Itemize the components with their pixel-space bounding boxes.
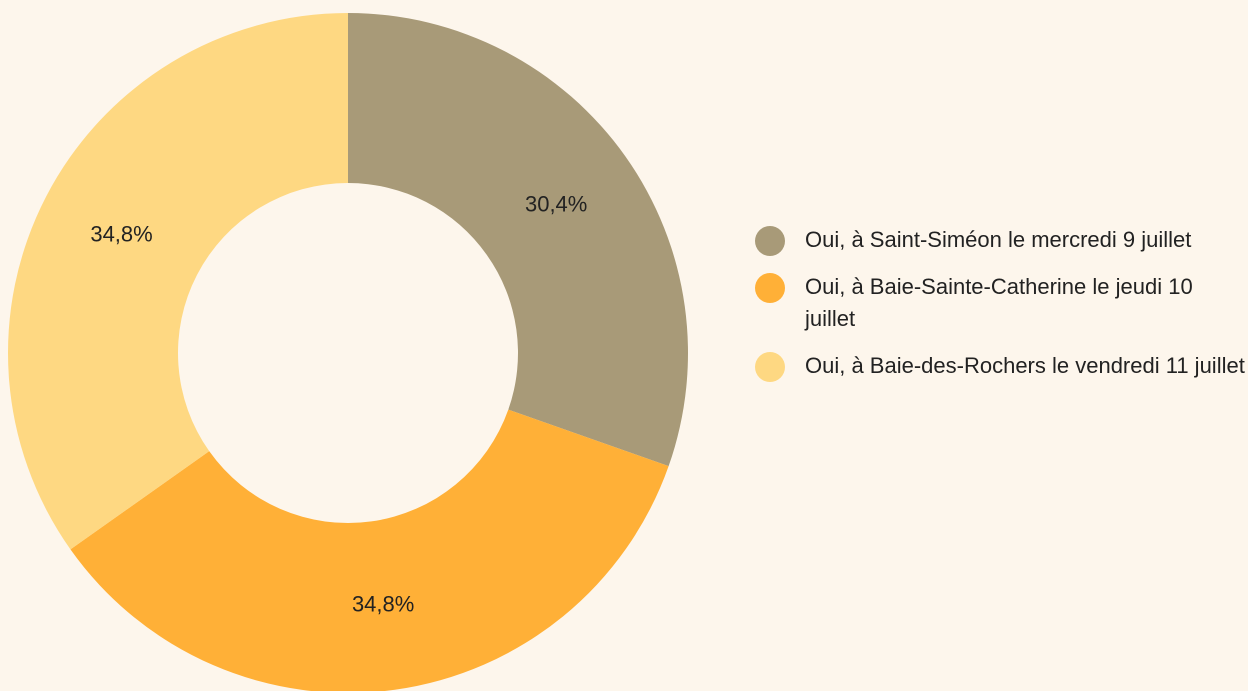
legend-item: Oui, à Saint-Siméon le mercredi 9 juille… [755, 224, 1245, 256]
legend-label: Oui, à Saint-Siméon le mercredi 9 juille… [805, 227, 1192, 252]
legend-label: Oui, à Baie-des-Rochers le vendredi 11 j… [805, 353, 1245, 378]
legend-marker [755, 273, 785, 303]
donut-slice [8, 13, 349, 550]
donut-slice [348, 13, 688, 467]
chart: 30,4% 34,8% 34,8% [8, 13, 688, 691]
data-label: 34,8% [352, 591, 414, 616]
legend-item: Oui, à Baie-des-Rochers le vendredi 11 j… [755, 350, 1245, 382]
donut-slice [70, 409, 669, 691]
legend-marker [755, 226, 785, 256]
legend-marker [755, 352, 785, 382]
legend-item: Oui, à Baie-Sainte-Catherine le jeudi 10… [755, 271, 1245, 335]
legend-label: Oui, à Baie-Sainte-Catherine le jeudi 10… [805, 274, 1193, 331]
legend: Oui, à Saint-Siméon le mercredi 9 juille… [755, 224, 1245, 397]
data-label: 34,8% [90, 222, 152, 247]
data-label: 30,4% [525, 192, 587, 217]
